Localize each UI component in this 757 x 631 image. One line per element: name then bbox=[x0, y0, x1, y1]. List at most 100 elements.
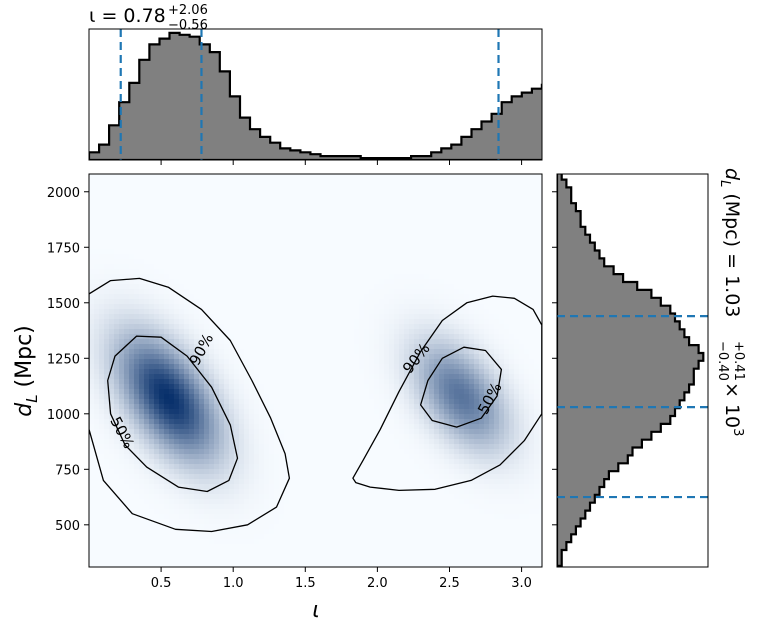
heatmap-cell bbox=[144, 314, 150, 320]
heatmap-cell bbox=[199, 374, 205, 380]
heatmap-cell bbox=[104, 504, 110, 510]
heatmap-cell bbox=[164, 349, 170, 355]
heatmap-cell bbox=[209, 314, 215, 320]
heatmap-cell bbox=[399, 449, 405, 455]
heatmap-cell bbox=[199, 534, 205, 540]
heatmap-cell bbox=[129, 489, 135, 495]
heatmap-cell bbox=[354, 299, 360, 305]
heatmap-cell bbox=[129, 194, 135, 200]
heatmap-cell bbox=[354, 364, 360, 370]
heatmap-cell bbox=[264, 359, 270, 365]
heatmap-cell bbox=[119, 514, 125, 520]
heatmap-cell bbox=[169, 239, 175, 245]
heatmap-cell bbox=[349, 394, 355, 400]
heatmap-cell bbox=[364, 304, 370, 310]
heatmap-cell bbox=[169, 324, 175, 330]
heatmap-cell bbox=[379, 489, 385, 495]
heatmap-cell bbox=[199, 499, 205, 505]
heatmap-cell bbox=[259, 314, 265, 320]
heatmap-cell bbox=[319, 199, 325, 205]
heatmap-cell bbox=[129, 444, 135, 450]
heatmap-cell bbox=[224, 499, 230, 505]
heatmap-cell bbox=[164, 344, 170, 350]
heatmap-cell bbox=[159, 224, 165, 230]
heatmap-cell bbox=[354, 214, 360, 220]
heatmap-cell bbox=[109, 499, 115, 505]
heatmap-cell bbox=[214, 299, 220, 305]
heatmap-cell bbox=[254, 489, 260, 495]
heatmap-cell bbox=[259, 524, 265, 530]
heatmap-cell bbox=[219, 314, 225, 320]
heatmap-cell bbox=[229, 199, 235, 205]
heatmap-cell bbox=[399, 389, 405, 395]
heatmap-cell bbox=[224, 249, 230, 255]
heatmap-cell bbox=[349, 224, 355, 230]
heatmap-cell bbox=[149, 549, 155, 555]
heatmap-cell bbox=[279, 194, 285, 200]
heatmap-cell bbox=[264, 564, 270, 567]
heatmap-cell bbox=[309, 319, 315, 325]
heatmap-cell bbox=[229, 419, 235, 425]
heatmap-cell bbox=[304, 314, 310, 320]
heatmap-cell bbox=[329, 554, 335, 560]
heatmap-cell bbox=[194, 279, 200, 285]
heatmap-cell bbox=[254, 274, 260, 280]
heatmap-cell bbox=[224, 219, 230, 225]
heatmap-cell bbox=[264, 199, 270, 205]
heatmap-cell bbox=[144, 439, 150, 445]
heatmap-cell bbox=[99, 379, 105, 385]
heatmap-cell bbox=[314, 234, 320, 240]
heatmap-cell bbox=[359, 364, 365, 370]
heatmap-cell bbox=[94, 564, 100, 567]
heatmap-cell bbox=[324, 509, 330, 515]
heatmap-cell bbox=[134, 344, 140, 350]
heatmap-cell bbox=[189, 429, 195, 435]
heatmap-cell bbox=[124, 184, 130, 190]
heatmap-cell bbox=[224, 474, 230, 480]
heatmap-cell bbox=[159, 269, 165, 275]
heatmap-cell bbox=[114, 369, 120, 375]
heatmap-cell bbox=[104, 369, 110, 375]
heatmap-cell bbox=[189, 539, 195, 545]
heatmap-cell bbox=[119, 439, 125, 445]
heatmap-cell bbox=[164, 529, 170, 535]
heatmap-cell bbox=[334, 304, 340, 310]
heatmap-cell bbox=[304, 269, 310, 275]
heatmap-cell bbox=[149, 194, 155, 200]
heatmap-cell bbox=[144, 264, 150, 270]
heatmap-cell bbox=[269, 314, 275, 320]
heatmap-cell bbox=[329, 409, 335, 415]
heatmap-cell bbox=[89, 349, 95, 355]
heatmap-cell bbox=[304, 439, 310, 445]
heatmap-cell bbox=[214, 284, 220, 290]
heatmap-cell bbox=[394, 384, 400, 390]
heatmap-cell bbox=[194, 344, 200, 350]
heatmap-cell bbox=[314, 419, 320, 425]
heatmap-cell bbox=[169, 424, 175, 430]
heatmap-cell bbox=[224, 549, 230, 555]
heatmap-cell bbox=[389, 344, 395, 350]
heatmap-cell bbox=[264, 369, 270, 375]
heatmap-cell bbox=[344, 219, 350, 225]
heatmap-cell bbox=[239, 404, 245, 410]
heatmap-cell bbox=[314, 424, 320, 430]
heatmap-cell bbox=[269, 184, 275, 190]
heatmap-cell bbox=[99, 489, 105, 495]
heatmap-cell bbox=[374, 479, 380, 485]
heatmap-cell bbox=[394, 474, 400, 480]
heatmap-cell bbox=[204, 194, 210, 200]
heatmap-cell bbox=[129, 279, 135, 285]
heatmap-cell bbox=[99, 454, 105, 460]
heatmap-cell bbox=[379, 289, 385, 295]
heatmap-cell bbox=[124, 334, 130, 340]
heatmap-cell bbox=[399, 304, 405, 310]
heatmap-cell bbox=[234, 239, 240, 245]
heatmap-cell bbox=[174, 554, 180, 560]
heatmap-cell bbox=[394, 269, 400, 275]
heatmap-cell bbox=[214, 219, 220, 225]
heatmap-cell bbox=[114, 379, 120, 385]
heatmap-cell bbox=[239, 409, 245, 415]
heatmap-cell bbox=[339, 374, 345, 380]
heatmap-cell bbox=[324, 439, 330, 445]
heatmap-cell bbox=[154, 444, 160, 450]
